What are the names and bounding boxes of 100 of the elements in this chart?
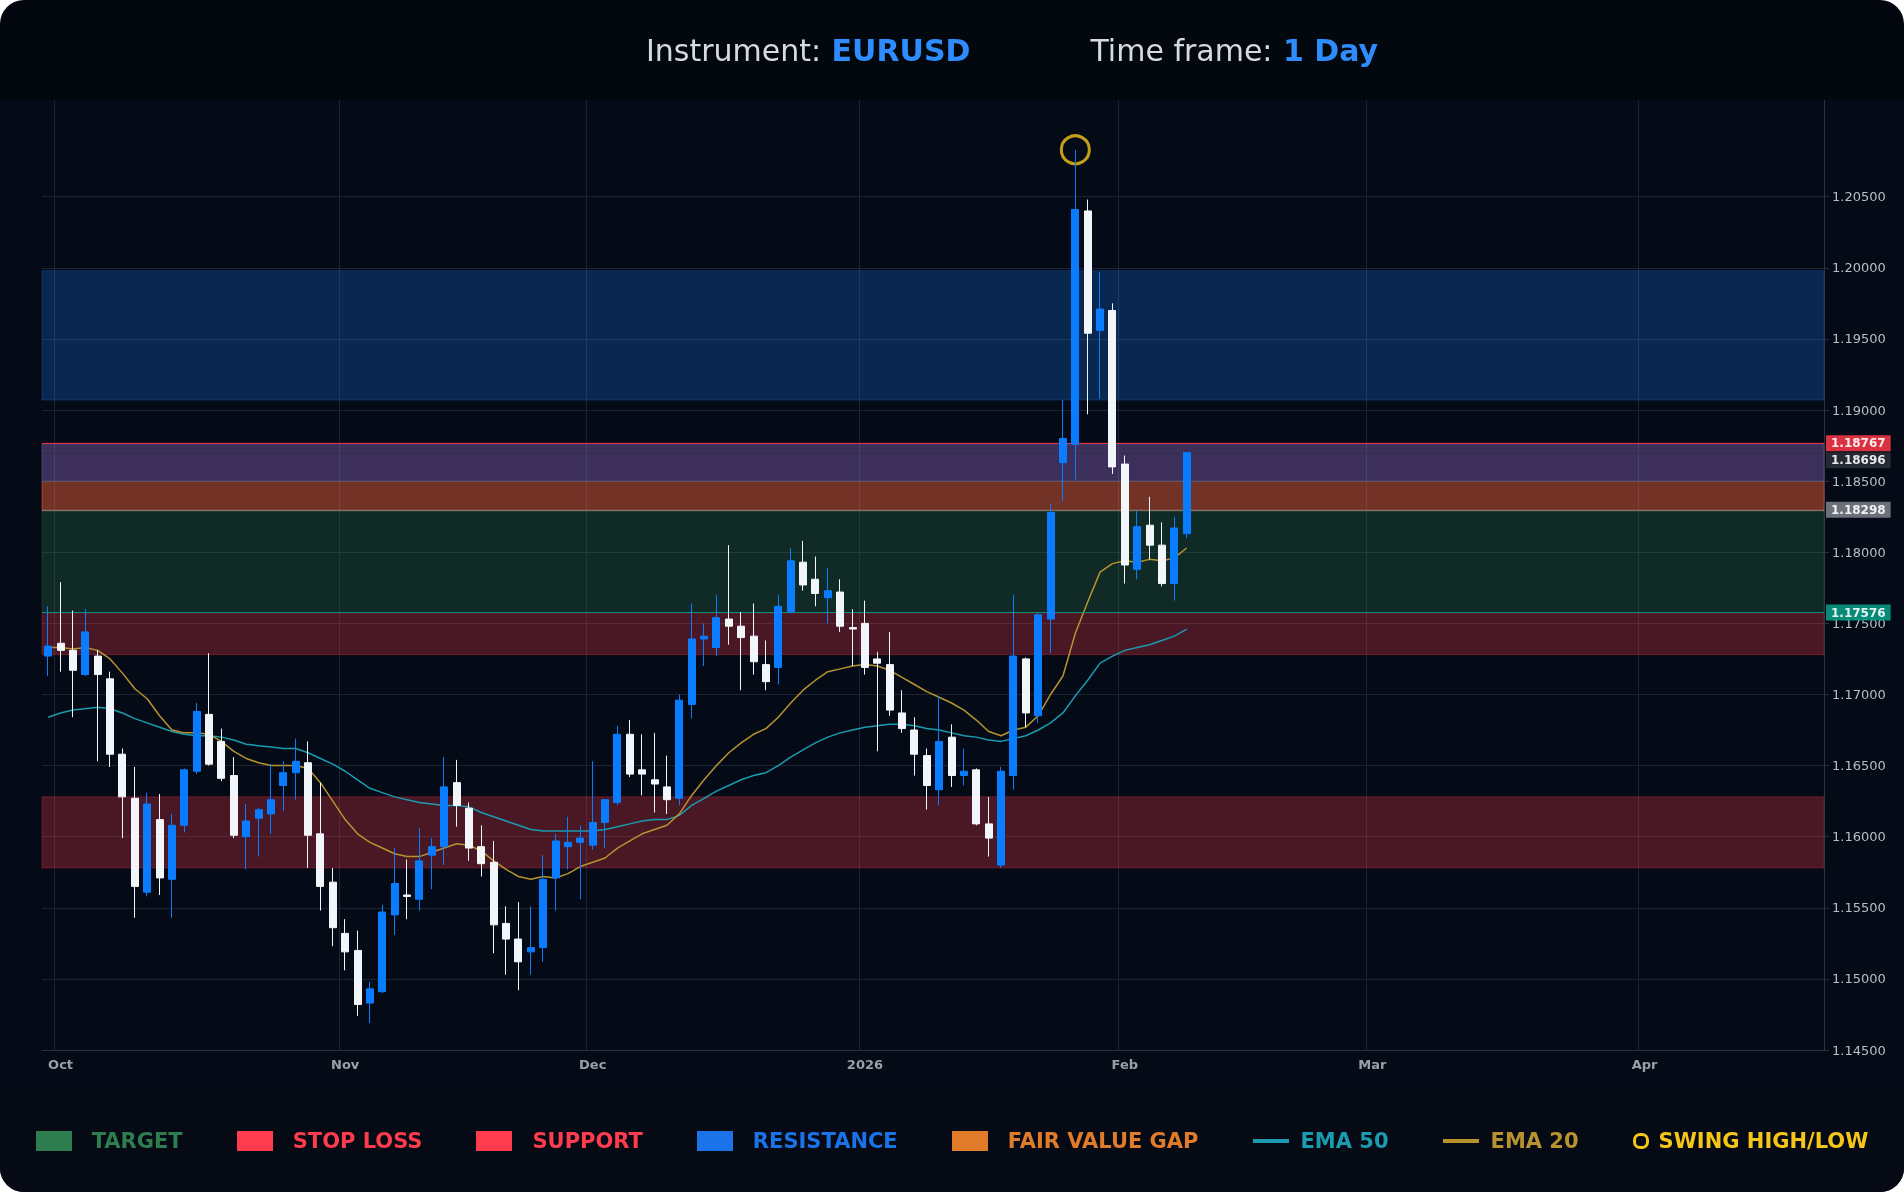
candlestick <box>193 702 201 775</box>
candlestick <box>69 610 77 718</box>
candlestick <box>762 639 770 691</box>
candlestick <box>106 671 114 768</box>
candlestick <box>255 807 263 858</box>
candlestick <box>217 728 225 782</box>
candlestick <box>1133 510 1141 580</box>
candlestick <box>712 594 720 657</box>
candlestick <box>131 766 139 919</box>
candlestick <box>1071 149 1079 481</box>
candlestick <box>230 756 238 839</box>
candlestick <box>997 766 1005 869</box>
candlestick <box>873 651 881 752</box>
candlestick <box>1158 521 1166 587</box>
candlestick <box>267 763 275 835</box>
candlestick <box>242 803 250 870</box>
y-tick-label: 1.19000 <box>1832 402 1886 418</box>
candlestick <box>366 981 374 1024</box>
y-tick-label: 1.15500 <box>1832 900 1886 916</box>
y-tick-label: 1.19500 <box>1832 331 1886 347</box>
candlestick <box>440 756 448 866</box>
candlestick <box>539 854 547 963</box>
legend-label: RESISTANCE <box>751 1129 898 1153</box>
candlestick <box>156 793 164 896</box>
candlestick <box>1059 399 1067 502</box>
candlestick <box>1034 612 1042 724</box>
x-tick-label: Nov <box>331 1057 360 1072</box>
y-tick-label: 1.15000 <box>1832 971 1886 987</box>
candlestick <box>1170 516 1178 602</box>
candlestick <box>527 905 535 976</box>
candlestick <box>118 748 126 839</box>
candlestick <box>910 716 918 777</box>
y-tick-label: 1.20500 <box>1832 189 1886 205</box>
ref-line-label: 1.18298 <box>1831 502 1886 517</box>
candlestick <box>849 608 857 667</box>
x-tick-label: Apr <box>1631 1057 1659 1072</box>
candlestick <box>304 740 312 869</box>
x-tick-label: Mar <box>1358 1057 1387 1072</box>
candlestick <box>638 733 646 796</box>
candlestick <box>502 905 510 976</box>
candlestick <box>1108 302 1116 475</box>
x-tick-label: Oct <box>48 1057 74 1072</box>
candlestick <box>811 556 819 607</box>
candlestick <box>428 837 436 890</box>
candlestick <box>1146 496 1154 560</box>
candlestick <box>886 631 894 717</box>
legend-label: FAIR VALUE GAP <box>1006 1129 1199 1153</box>
candlestick <box>94 649 102 762</box>
candlestick <box>205 652 213 767</box>
candlestick <box>725 544 733 646</box>
candlestick <box>168 813 176 919</box>
candlestick <box>576 824 584 900</box>
y-tick-label: 1.17000 <box>1832 686 1886 702</box>
x-tick-label: Dec <box>579 1057 607 1072</box>
line-series <box>47 628 1188 832</box>
y-tick-label: 1.18000 <box>1832 544 1886 560</box>
candlestick <box>960 748 968 786</box>
candlestick <box>700 622 708 667</box>
candlestick <box>143 792 151 897</box>
candlestick <box>514 901 522 991</box>
y-tick-label: 1.14500 <box>1832 1042 1886 1058</box>
chart-title: Instrument: EURUSD <box>645 32 971 68</box>
candlestick <box>613 725 621 806</box>
candlestick <box>824 567 832 624</box>
legend-label: SWING HIGH/LOW <box>1657 1129 1869 1153</box>
candlestick <box>898 689 906 734</box>
ref-line-label: 1.18767 <box>1831 436 1886 451</box>
candlestick <box>552 833 560 912</box>
candlestick <box>415 827 423 912</box>
candlestick <box>341 918 349 971</box>
candlestick <box>688 602 696 720</box>
candlestick <box>935 695 943 806</box>
legend-label: EMA 50 <box>1299 1129 1389 1153</box>
candlestick <box>985 796 993 858</box>
candlestick <box>750 602 758 676</box>
candlestick <box>1183 452 1191 539</box>
candlestick <box>57 581 65 673</box>
candlestick <box>737 611 745 691</box>
candlestick <box>453 759 461 828</box>
candlestick <box>1022 656 1030 728</box>
candlestick <box>861 600 869 676</box>
legend-label: TARGET <box>90 1129 183 1153</box>
candlestick <box>564 816 572 870</box>
ref-line-label: 1.17576 <box>1831 605 1886 620</box>
legend-label: STOP LOSS <box>291 1129 423 1153</box>
candlestick <box>378 904 386 994</box>
candlestick <box>1009 594 1017 791</box>
y-tick-label: 1.20000 <box>1832 260 1886 276</box>
candlestick <box>403 858 411 920</box>
candlestick <box>279 760 287 812</box>
candlestick <box>948 723 956 788</box>
candlestick <box>329 867 337 947</box>
candlestick <box>1121 455 1129 585</box>
candlestick <box>799 540 807 592</box>
candlestick <box>972 767 980 826</box>
candlestick <box>774 594 782 686</box>
candlestick <box>81 608 89 677</box>
candlestick <box>1096 271 1104 400</box>
ref-line-label: 1.18696 <box>1831 453 1886 468</box>
candlestick <box>292 738 300 801</box>
